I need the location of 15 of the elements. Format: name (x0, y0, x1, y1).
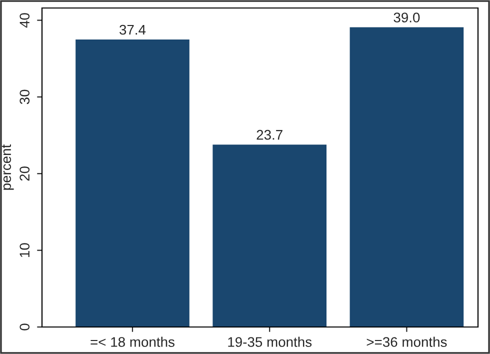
x-tick-label: =< 18 months (90, 336, 174, 347)
data-label: 39.0 (394, 12, 420, 22)
data-label: 37.4 (120, 24, 146, 35)
bar (76, 40, 190, 327)
y-tick-label: 40 (20, 13, 30, 28)
y-tick-label: 20 (20, 166, 30, 181)
x-tick-label: >=36 months (366, 336, 447, 347)
bar (350, 27, 464, 327)
bar (212, 144, 327, 327)
y-tick-label: 10 (20, 243, 30, 257)
x-tick-label: 19-35 months (228, 336, 312, 347)
y-axis-title: percent (2, 144, 14, 190)
data-label: 23.7 (256, 130, 282, 140)
y-tick-label: 30 (20, 90, 30, 104)
y-tick-label: 0 (20, 324, 30, 330)
